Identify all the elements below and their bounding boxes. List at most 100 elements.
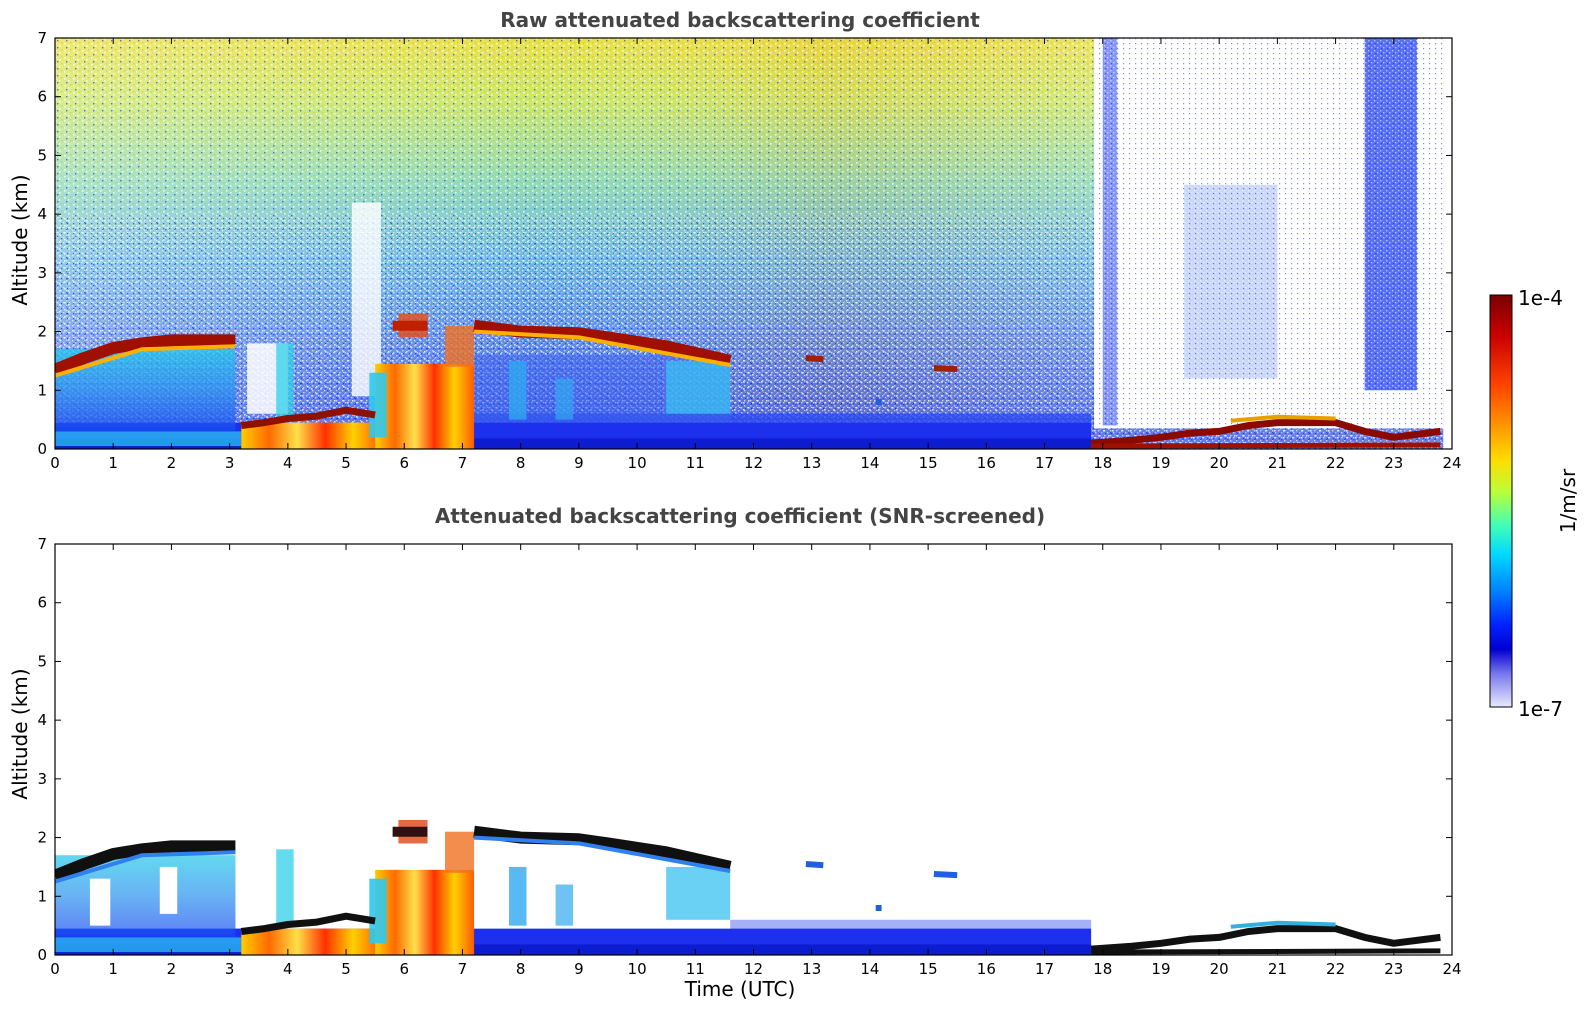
- colorbar-gradient: [1489, 294, 1513, 708]
- bottom-x-tick-label: 18: [1093, 960, 1112, 978]
- aerosol-layer-upper: [474, 413, 1092, 423]
- cloud-layer-main-a-glow: [55, 850, 236, 884]
- night-low-cloud-top: [1230, 920, 1336, 929]
- convective-region-low: [241, 422, 381, 449]
- bottom-x-tick-label: 16: [977, 960, 996, 978]
- convective-region-low: [241, 928, 381, 955]
- top-y-tick-label: 4: [37, 205, 47, 223]
- aerosol-cyan-near-ground: [55, 937, 242, 953]
- top-y-tick-label: 7: [37, 29, 47, 47]
- colorbar-max-label: 1e-4: [1518, 286, 1563, 310]
- top-x-tick-label: 13: [802, 454, 821, 472]
- convective-region-main: [375, 363, 475, 449]
- curtain-c: [666, 360, 731, 414]
- bottom-y-tick-label: 2: [37, 829, 47, 847]
- curtain-b: [555, 378, 574, 420]
- top-x-tick-label: 6: [399, 454, 409, 472]
- cloud-layer-main-a: [55, 840, 236, 882]
- convective-column-2: [444, 325, 475, 367]
- cloud-layer-main-b: [473, 825, 732, 873]
- cloud-layer-main-a-glow: [55, 344, 236, 378]
- curtain-a: [509, 360, 527, 420]
- low-cloud-layer: [240, 912, 376, 935]
- convective-column-2: [444, 831, 475, 873]
- top-x-tick-label: 12: [744, 454, 763, 472]
- top-x-tick-label: 7: [458, 454, 468, 472]
- bottom-x-tick-label: 8: [516, 960, 526, 978]
- aerosol-layer-upper: [474, 919, 1092, 929]
- top-x-tick-label: 16: [977, 454, 996, 472]
- bottom-x-tick-label: 0: [50, 960, 60, 978]
- top-x-tick-label: 22: [1326, 454, 1345, 472]
- top-x-tick-label: 20: [1210, 454, 1229, 472]
- cloud-patch-13: [805, 861, 824, 869]
- top-axes: 0 1 2 3 4 5 6 7 8 9 10 11 12 13 14 15 16 17 18 19 20 21 22 23 24…: [37, 29, 1461, 472]
- colorbar: 1e-4 1e-7 1/m/sr: [1489, 286, 1580, 721]
- top-x-tick-label: 14: [860, 454, 879, 472]
- top-x-tick-label: 21: [1268, 454, 1287, 472]
- top-x-tick-label: 15: [919, 454, 938, 472]
- night-speckle: [1094, 38, 1444, 429]
- bottom-x-tick-label: 10: [628, 960, 647, 978]
- top-x-tick-label: 19: [1151, 454, 1170, 472]
- bottom-x-tick-label: 6: [399, 960, 409, 978]
- cloud-layer-main-b-glow: [473, 329, 731, 367]
- top-x-tick-label: 1: [108, 454, 118, 472]
- curtain-c: [666, 866, 731, 920]
- convective-column-1: [276, 343, 294, 420]
- night-low-cloud: [1090, 925, 1441, 953]
- bottom-x-tick-label: 24: [1442, 960, 1461, 978]
- bottom-x-tick-label: 4: [283, 960, 293, 978]
- top-y-tick-label: 3: [37, 264, 47, 282]
- bottom-x-axis-label: Time (UTC): [684, 977, 796, 1001]
- top-x-tick-label: 5: [341, 454, 351, 472]
- top-x-tick-label: 4: [283, 454, 293, 472]
- cloud-layer-main-a: [55, 334, 236, 376]
- cloud-patch-13: [805, 355, 824, 363]
- top-x-tick-label: 2: [167, 454, 177, 472]
- bottom-x-tick-label: 19: [1151, 960, 1170, 978]
- top-x-tick-label: 3: [225, 454, 235, 472]
- top-chart-title: Raw attenuated backscattering coefficien…: [500, 8, 980, 32]
- raw-backscatter-panel: Raw attenuated backscattering coefficien…: [8, 8, 1462, 472]
- bottom-y-tick-label: 4: [37, 711, 47, 729]
- curtain-a: [509, 866, 527, 926]
- bottom-chart-title: Attenuated backscattering coefficient (S…: [435, 504, 1045, 528]
- bottom-x-tick-label: 23: [1384, 960, 1403, 978]
- colorbar-min-label: 1e-7: [1518, 697, 1563, 721]
- bottom-x-tick-label: 5: [341, 960, 351, 978]
- top-y-axis-label: Altitude (km): [8, 174, 32, 305]
- convective-column-1: [276, 849, 294, 926]
- bottom-x-tick-label: 20: [1210, 960, 1229, 978]
- convective-region-edge: [369, 372, 387, 438]
- convective-region-edge: [369, 878, 387, 944]
- colorbar-unit-label: 1/m/sr: [1556, 468, 1580, 533]
- top-x-tick-label: 8: [516, 454, 526, 472]
- snr-screened-panel: Attenuated backscattering coefficient (S…: [8, 504, 1462, 1001]
- cloud-layer-main-b-glow: [473, 835, 731, 873]
- night-low-cloud: [1090, 419, 1441, 447]
- aerosol-layer-base: [55, 438, 1092, 449]
- top-y-tick-label: 6: [37, 88, 47, 106]
- top-x-tick-label: 10: [628, 454, 647, 472]
- bottom-x-tick-label: 12: [744, 960, 763, 978]
- low-cloud-layer: [240, 406, 376, 429]
- bottom-x-tick-label: 9: [574, 960, 584, 978]
- top-x-tick-label: 17: [1035, 454, 1054, 472]
- bottom-y-tick-label: 5: [37, 652, 47, 670]
- cloud-layer-main-b: [473, 319, 732, 367]
- bottom-axes: 0 1 2 3 4 5 6 7 8 9 10 11 12 13 14 15 16 17 18 19 20 21 22 23 24…: [37, 535, 1461, 978]
- aerosol-cyan-near-ground: [55, 431, 242, 447]
- bottom-x-tick-label: 7: [458, 960, 468, 978]
- night-low-cloud-top: [1230, 414, 1336, 423]
- cloud-patch-15: [933, 871, 958, 879]
- bottom-x-tick-label: 21: [1268, 960, 1287, 978]
- bottom-y-tick-label: 6: [37, 594, 47, 612]
- bottom-y-tick-label: 1: [37, 887, 47, 905]
- top-x-tick-label: 11: [686, 454, 705, 472]
- top-y-tick-label: 0: [37, 440, 47, 458]
- top-x-tick-label: 23: [1384, 454, 1403, 472]
- bottom-x-tick-label: 13: [802, 960, 821, 978]
- bottom-x-tick-label: 11: [686, 960, 705, 978]
